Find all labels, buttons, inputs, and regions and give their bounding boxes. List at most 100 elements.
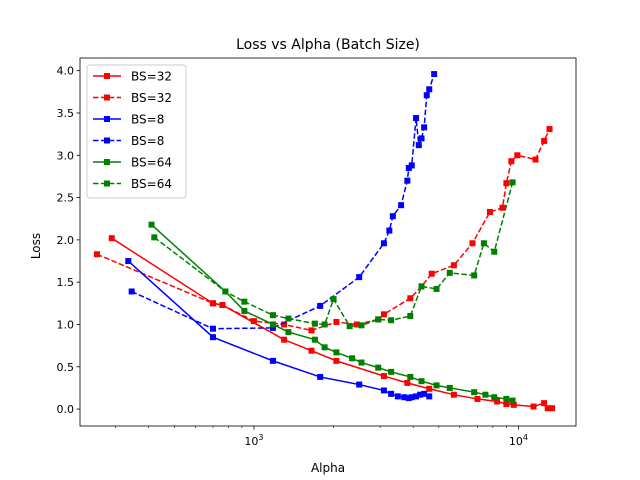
legend-label-4: BS=8 [131, 134, 164, 148]
series-2-point-6 [308, 327, 315, 334]
series-3-point-12 [413, 393, 420, 400]
series-2-point-23 [546, 126, 553, 133]
series-3-point-8 [394, 393, 401, 400]
series-4-point-13 [413, 115, 420, 122]
series-5-point-12 [388, 368, 395, 375]
y-tick-label-2: 0.5 [57, 361, 75, 374]
series-1-point-4 [281, 336, 288, 343]
series-1-point-13 [503, 401, 510, 407]
series-5-point-21 [509, 397, 516, 404]
series-4-point-18 [426, 86, 433, 93]
y-tick-label-6: 2.5 [57, 192, 75, 205]
legend-label-3: BS=8 [131, 113, 164, 127]
x-tick-label-1: 103 [244, 433, 263, 448]
series-2-point-19 [508, 158, 515, 165]
series-5-point-5 [285, 329, 292, 336]
series-5-point-17 [471, 389, 478, 396]
series-4-point-3 [269, 324, 276, 331]
series-1-point-10 [450, 391, 457, 398]
series-5-point-7 [321, 344, 328, 351]
series-3-point-1 [125, 258, 132, 265]
series-4-point-6 [380, 240, 387, 247]
series-6-point-12 [388, 317, 395, 324]
series-2-point-21 [532, 156, 539, 163]
series-5-point-11 [375, 364, 382, 371]
series-6-point-1 [151, 234, 158, 241]
series-3 [125, 258, 433, 402]
series-1-point-16 [541, 400, 548, 407]
series-5-point-19 [491, 394, 498, 401]
series-3-point-3 [269, 357, 276, 364]
series-6-point-20 [509, 179, 516, 186]
series-4-point-5 [356, 274, 363, 281]
series-4 [128, 71, 438, 332]
y-tick-label-1: 0.0 [57, 403, 75, 416]
series-5-point-8 [333, 349, 340, 356]
series-1-point-17 [544, 405, 551, 412]
legend-marker-5 [104, 159, 110, 165]
series-3-point-4 [317, 373, 324, 380]
series-6-point-3 [241, 298, 248, 305]
legend-label-6: BS=64 [131, 177, 172, 191]
series-5-point-10 [358, 359, 365, 366]
legend-item-1: BS=32 [93, 70, 172, 84]
series-6-point-17 [471, 272, 478, 279]
series-1-point-9 [426, 385, 433, 392]
series-5-point-9 [349, 355, 356, 362]
series-6-point-14 [418, 283, 425, 290]
series-2-point-13 [428, 270, 435, 277]
series-6-point-6 [311, 320, 318, 327]
legend-marker-4 [104, 137, 110, 144]
series-3-point-6 [380, 387, 387, 394]
legend-label-2: BS=32 [131, 91, 172, 105]
legend-marker-3 [104, 116, 110, 122]
series-5 [148, 221, 516, 404]
chart-title: Loss vs Alpha (Batch Size) [236, 37, 420, 53]
series-2-point-18 [503, 180, 510, 187]
series-2-point-2 [209, 300, 216, 307]
series-4-point-12 [408, 162, 415, 169]
legend: BS=32 BS=32 BS=8 BS=8 BS=64 BS=64 [86, 64, 187, 199]
series-5-point-15 [433, 382, 440, 389]
y-tick-label-4: 1.5 [57, 276, 75, 289]
series-2-point-8 [353, 321, 360, 328]
y-tick-label-7: 3.0 [57, 149, 75, 162]
series-6-point-4 [269, 312, 276, 319]
series-4-point-17 [423, 92, 430, 99]
legend-label-1: BS=32 [131, 70, 172, 84]
series-6-point-5 [285, 315, 292, 322]
series-4-point-19 [431, 71, 438, 78]
series-6-point-13 [407, 313, 414, 320]
series-6-point-10 [358, 322, 365, 329]
series-5-point-6 [311, 336, 318, 343]
series-4-point-1 [128, 288, 135, 295]
y-tick-label-3: 1.0 [57, 318, 75, 331]
series-2-point-22 [541, 137, 548, 144]
series-4-point-8 [389, 213, 396, 220]
series-5-point-3 [241, 307, 248, 314]
series-2-point-3 [219, 302, 226, 309]
series-6-point-15 [433, 285, 440, 292]
y-tick-label-8: 3.5 [57, 107, 75, 120]
series-1-point-15 [530, 403, 537, 410]
series-5-point-14 [418, 378, 425, 385]
series-1-point-14 [510, 401, 517, 408]
series-3-point-2 [209, 334, 216, 341]
series-2-point-7 [333, 318, 340, 325]
y-tick-label-9: 4.0 [57, 65, 75, 78]
series-2-point-15 [469, 240, 476, 247]
series-2-point-16 [486, 208, 493, 215]
series-3-point-9 [401, 394, 408, 401]
series-4-point-10 [404, 177, 411, 184]
legend-item-6: BS=64 [93, 177, 172, 191]
series-5-point-18 [482, 391, 489, 398]
legend-item-2: BS=32 [93, 91, 172, 105]
series-2-point-20 [514, 152, 521, 159]
series-2-point-5 [281, 321, 288, 328]
series-1-point-6 [333, 357, 340, 364]
plot-area: 0.0 0.5 1.0 1.5 2.0 2.5 3.0 3.5 4.0 103 104 [57, 57, 577, 448]
series-6-point-2 [222, 288, 229, 295]
legend-marker-2 [104, 94, 110, 101]
series-4-point-15 [418, 135, 425, 142]
